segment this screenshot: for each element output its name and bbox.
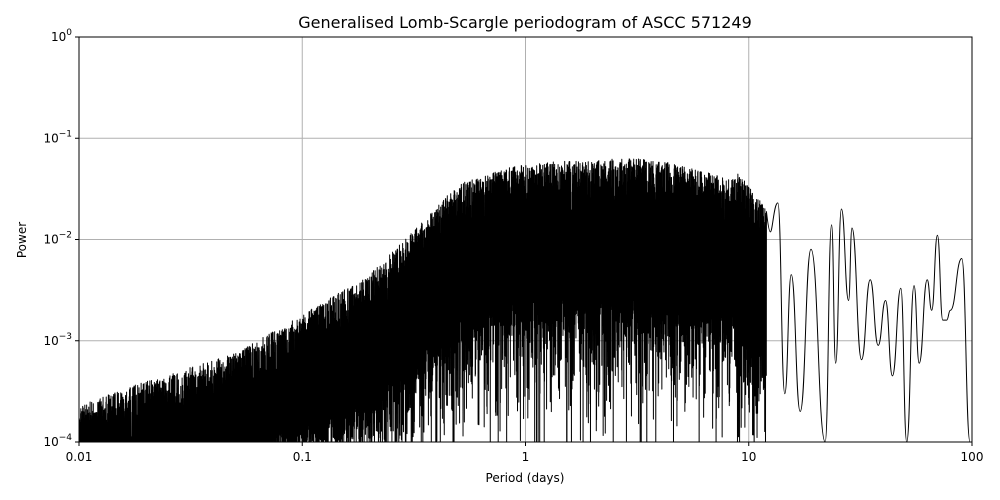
y-tick-label: 10−4	[43, 433, 72, 449]
x-tick-label: 10	[741, 450, 756, 464]
y-tick-base: 10	[43, 233, 58, 247]
y-tick-label: 100	[51, 28, 72, 44]
x-tick-label: 100	[961, 450, 984, 464]
y-tick-exponent: 0	[66, 28, 72, 38]
y-tick-label: 10−2	[43, 231, 72, 247]
y-tick-exponent: −2	[59, 231, 72, 241]
y-tick-label: 10−1	[43, 129, 72, 145]
y-axis-label: Power	[15, 222, 29, 258]
y-tick-base: 10	[43, 435, 58, 449]
y-tick-base: 10	[43, 131, 58, 145]
data-layer	[79, 158, 971, 442]
periodogram-line	[79, 158, 971, 442]
x-tick-label: 0.01	[66, 450, 93, 464]
y-tick-exponent: −1	[59, 129, 72, 139]
y-tick-base: 10	[51, 30, 66, 44]
y-tick-exponent: −3	[59, 332, 72, 342]
y-tick-exponent: −4	[59, 433, 73, 443]
x-tick-label: 0.1	[293, 450, 312, 464]
chart-title: Generalised Lomb-Scargle periodogram of …	[298, 13, 752, 32]
x-axis-label: Period (days)	[486, 471, 565, 485]
y-tick-label: 10−3	[43, 332, 72, 348]
x-tick-label: 1	[522, 450, 530, 464]
y-tick-base: 10	[43, 334, 58, 348]
